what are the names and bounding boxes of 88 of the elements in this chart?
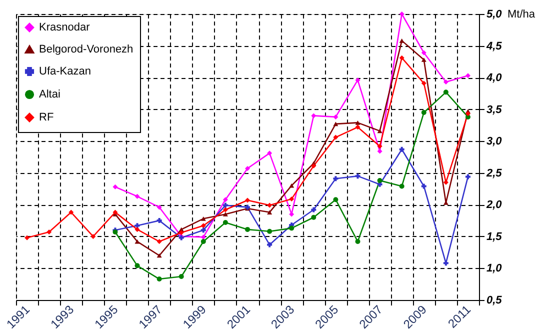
point [134,263,140,268]
point [311,207,316,212]
point [355,78,360,83]
point [443,260,448,266]
point [355,174,360,179]
point [399,146,404,152]
y-tick-label: 3,0 [486,136,503,148]
point [267,150,272,156]
point [90,234,96,239]
point [333,114,338,120]
point [311,163,316,168]
y-tick-label: 1,0 [486,262,503,275]
point [200,239,206,244]
y-tick-label: 2,0 [486,199,503,212]
point [443,90,448,95]
point [421,50,426,56]
point [112,184,118,190]
point [355,124,360,130]
point [245,226,250,232]
point [333,134,338,140]
y-tick-label: 3,5 [486,104,503,116]
point [222,220,228,225]
point [355,239,360,244]
point [156,253,162,258]
y-tick-label: 4,0 [486,72,503,84]
point [465,174,470,180]
point [399,38,404,43]
y-tick-label: 2,5 [486,167,503,180]
y-tick-label: 1,5 [486,230,503,243]
point [267,202,272,208]
point [333,122,338,126]
point [311,113,316,118]
point [267,210,272,214]
point [24,235,30,240]
point [245,198,250,203]
point [200,234,206,240]
point [421,184,426,189]
point [399,55,404,60]
point [443,80,448,85]
point [222,197,228,202]
y-tick-label: 5,0 [486,8,503,20]
point [465,111,470,116]
point [311,214,316,220]
point [134,239,140,244]
legend-label: Belgorod-Voronezh [39,44,134,56]
point [178,230,184,236]
point [200,223,206,228]
point [156,239,162,244]
point [289,196,294,202]
legend-label: Ufa-Kazan [39,66,91,78]
y-tick-label: 0,5 [486,294,503,306]
point [421,58,426,62]
point [134,226,140,232]
point [289,183,294,188]
point [46,229,52,234]
point [245,166,250,171]
legend-label: RF [39,112,54,124]
point [399,12,404,16]
point [399,184,404,189]
point [267,228,272,234]
point [134,194,140,199]
point [112,210,118,215]
point [377,128,382,134]
point [200,228,206,233]
point [222,202,228,208]
point [289,226,294,231]
point [68,210,74,215]
y-tick-label: 4,5 [486,40,503,52]
point [156,276,162,282]
legend-label: Altai [39,88,60,100]
point [465,73,470,78]
point [421,110,426,116]
point [333,197,338,202]
point [156,218,162,224]
point [222,212,228,216]
point [200,216,206,221]
point [178,274,184,279]
y-axis-title: Mt/ha [508,8,536,20]
legend-label: Krasnodar [39,22,90,34]
point [377,144,382,149]
point [355,120,360,125]
point [267,242,272,248]
point [421,80,426,86]
point [156,204,162,210]
point [377,178,382,184]
point [333,176,338,182]
point [222,207,228,212]
point [134,223,140,228]
